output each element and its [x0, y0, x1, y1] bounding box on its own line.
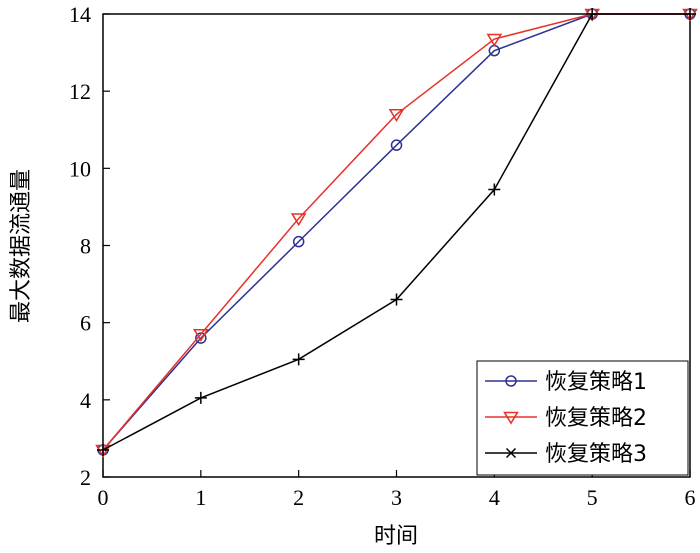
x-tick-label: 3 — [391, 485, 402, 510]
series-layer — [95, 8, 698, 458]
series-2-point — [193, 328, 209, 342]
series-3 — [97, 8, 696, 456]
x-tick-label: 0 — [98, 485, 109, 510]
y-tick-label: 10 — [69, 156, 91, 181]
legend-swatch-marker — [505, 375, 517, 387]
legend-item-2: 恢复策略2 — [485, 406, 647, 431]
legend-box — [476, 360, 689, 476]
y-axis-title: 最大数据流通量 — [9, 169, 34, 323]
series-3-point — [194, 391, 207, 404]
series-3-point — [292, 353, 305, 366]
series-1-point — [390, 139, 403, 151]
y-tick-label: 14 — [69, 2, 91, 27]
y-tick-label: 8 — [80, 234, 91, 259]
series-2-point — [290, 213, 307, 227]
legend-label: 恢复策略2 — [545, 406, 647, 431]
series-2-point — [486, 33, 503, 47]
y-tick-label: 6 — [80, 311, 91, 336]
legend: 恢复策略1 恢复策略2 恢复策略3 — [476, 360, 689, 476]
series-3-point — [97, 443, 109, 456]
y-tick-label: 2 — [80, 465, 91, 490]
series-3-point — [488, 183, 501, 196]
x-tick-label: 4 — [489, 485, 500, 510]
legend-item-3: 恢复策略3 — [485, 442, 647, 467]
y-tick-label: 12 — [69, 79, 91, 104]
y-tick-label: 4 — [80, 388, 91, 413]
series-3-point — [390, 293, 403, 306]
legend-swatch-marker — [505, 447, 517, 459]
series-3-point — [586, 8, 599, 20]
series-3-point — [684, 8, 696, 20]
legend-item-1: 恢复策略1 — [485, 370, 647, 395]
legend-label: 恢复策略3 — [545, 442, 647, 467]
series-2-point — [388, 109, 405, 122]
x-tick-label: 1 — [195, 485, 206, 510]
series-1-point — [292, 235, 305, 248]
x-tick-label: 2 — [293, 485, 304, 510]
x-axis-title: 时间 — [374, 524, 418, 549]
x-tick-label: 6 — [685, 485, 696, 510]
legend-swatch-marker — [503, 411, 519, 425]
x-tick-label: 5 — [587, 485, 598, 510]
legend-label: 恢复策略1 — [545, 370, 647, 395]
